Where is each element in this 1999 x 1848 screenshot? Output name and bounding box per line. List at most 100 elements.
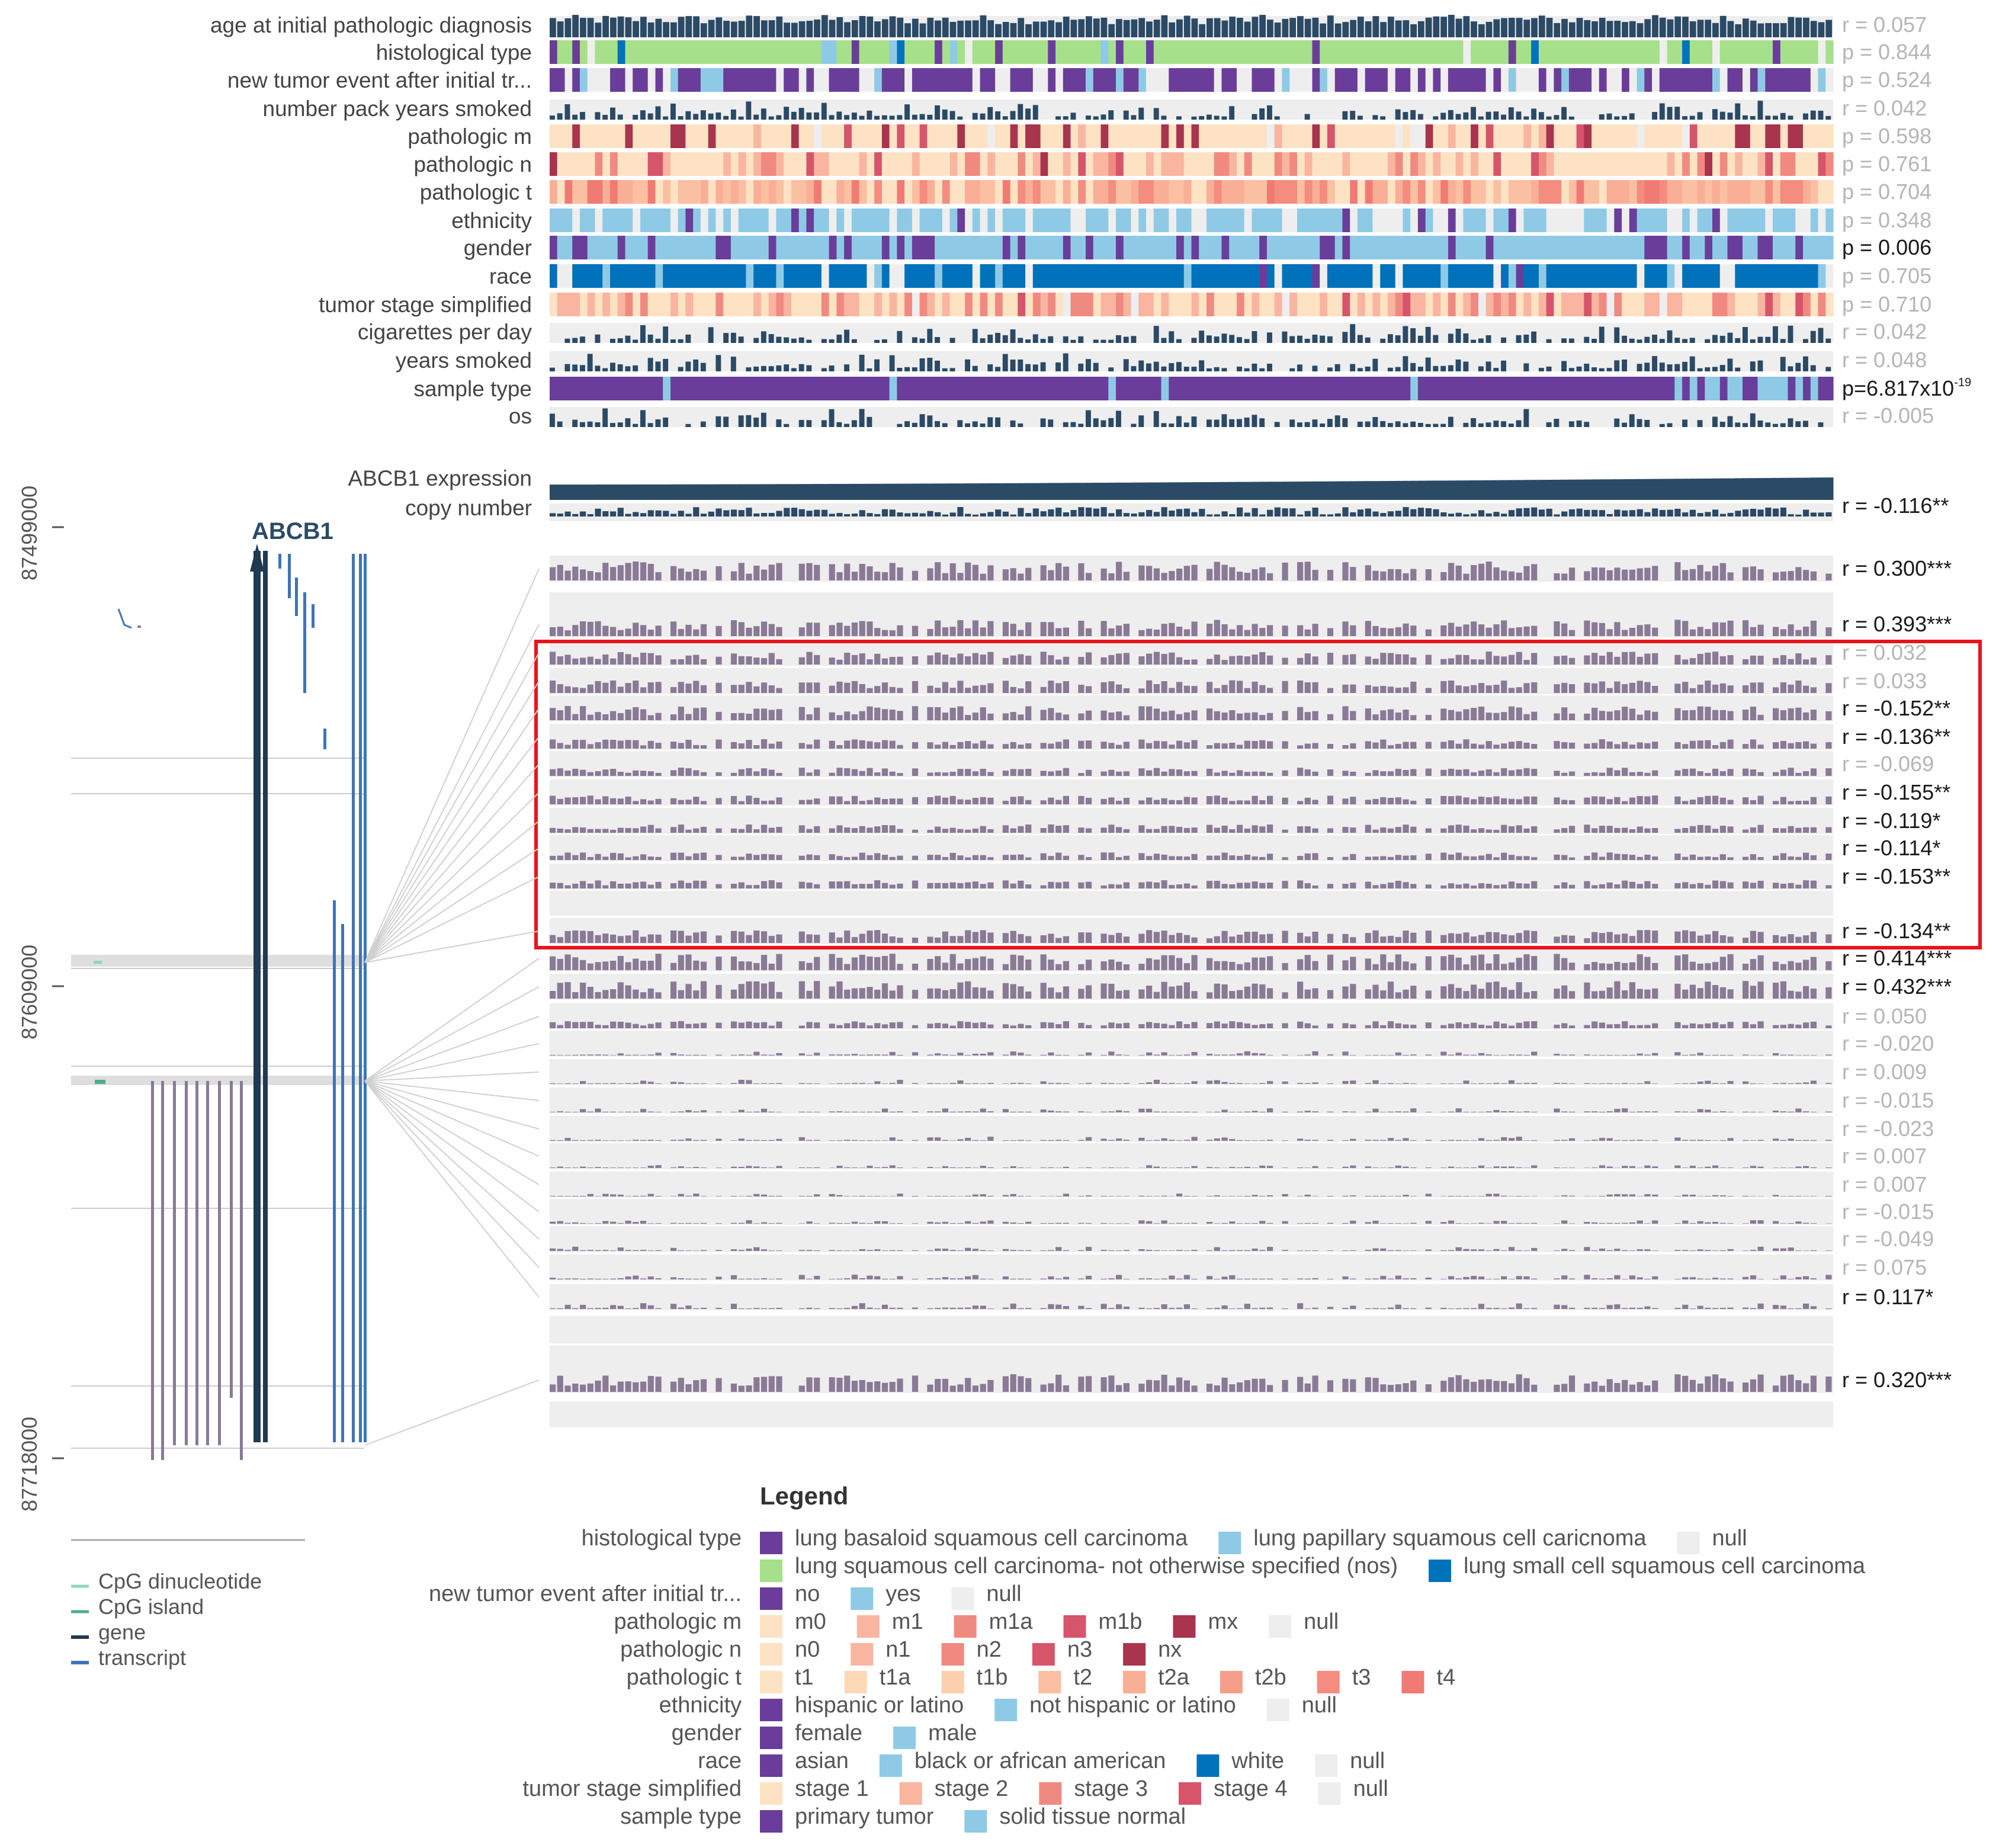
probe-bar [1063, 768, 1069, 776]
probe-bar [1138, 853, 1145, 860]
copy-number-bar [1214, 514, 1220, 516]
probe-bar [957, 982, 964, 999]
heat-cell [957, 293, 965, 316]
probe-bar [655, 954, 662, 970]
probe-bar [640, 745, 647, 749]
heat-cell [1153, 264, 1162, 288]
probe-bar [814, 739, 820, 749]
probe-bar [1705, 571, 1711, 580]
heat-cell [1289, 180, 1298, 204]
copy-number-bar [1070, 510, 1077, 516]
heat-cell [1207, 180, 1215, 204]
value-bar [1372, 417, 1378, 427]
value-bar [1485, 335, 1491, 343]
heat-cell [1735, 377, 1743, 400]
probe-bar [881, 572, 888, 580]
probe-bar [617, 798, 624, 804]
probe-bar [1440, 1025, 1447, 1028]
probe-bar [1689, 629, 1696, 636]
probe-bar [572, 687, 579, 693]
probe-bar [1146, 986, 1153, 999]
value-bar [1735, 367, 1741, 371]
probe-bar [1644, 989, 1651, 999]
heat-cell [1818, 180, 1826, 204]
probe-bar [1387, 981, 1394, 999]
probe-bar [1100, 742, 1107, 749]
heat-cell [791, 68, 800, 92]
probe-bar [633, 1024, 639, 1028]
value-bar [1471, 21, 1477, 37]
annotation-track: ethnicity p = 0.348 [451, 208, 1931, 233]
probe-bar [1508, 654, 1515, 665]
heat-cell [1433, 293, 1441, 316]
probe-bar [1501, 620, 1507, 636]
heat-cell [1689, 236, 1698, 259]
heat-cell [1523, 208, 1532, 232]
value-bar [1320, 335, 1326, 343]
probe-bar [949, 827, 956, 833]
copy-number-bar [1086, 508, 1092, 516]
probe-bar [1592, 622, 1598, 636]
heat-cell [693, 68, 701, 92]
value-bar [761, 331, 766, 343]
heat-cell [580, 208, 588, 232]
copy-number-bar [1183, 508, 1190, 516]
value-bar [844, 329, 849, 343]
probe-bar [1063, 627, 1069, 636]
value-bar [1546, 422, 1552, 427]
probe-bar [1123, 715, 1130, 720]
heat-cell [1018, 40, 1026, 64]
heat-cell [1463, 40, 1471, 64]
heat-cell [776, 264, 784, 288]
probe-bar [987, 621, 994, 636]
value-bar [1176, 362, 1182, 371]
probe-bar [1116, 711, 1122, 720]
heat-cell [867, 40, 875, 64]
value-bar [1485, 361, 1491, 371]
heat-cell [1614, 40, 1622, 64]
value-bar [1372, 358, 1378, 371]
probe-bar [1463, 932, 1469, 943]
copy-number-bar [1501, 514, 1507, 516]
heat-cell [851, 293, 860, 316]
heat-cell [995, 236, 1003, 259]
probe-bar [859, 988, 865, 999]
probe-bar [1697, 1024, 1703, 1028]
annotation-track: age at initial pathologic diagnosis r = 0… [210, 12, 1927, 38]
probe-bar [1327, 714, 1334, 720]
probe-bar [1048, 987, 1054, 999]
value-bar [1357, 335, 1363, 343]
value-bar [1086, 16, 1092, 37]
value-bar [1554, 115, 1560, 120]
probe-bar [912, 681, 919, 693]
probe-bar [1410, 855, 1417, 860]
heat-cell [949, 264, 958, 288]
probe-bar [1221, 884, 1228, 888]
value-bar [874, 359, 880, 371]
probe-bar [685, 624, 692, 636]
probe-bar [881, 825, 888, 833]
probe-bar [1214, 1021, 1220, 1028]
copy-number-bar [1471, 513, 1477, 516]
probe-bar [957, 855, 964, 860]
probe-bar [580, 569, 586, 580]
probe-bar [647, 934, 654, 943]
heat-cell [1417, 180, 1426, 204]
track-stat: p = 0.524 [1842, 68, 1931, 92]
probe-bar [1342, 684, 1349, 693]
probe-bar [1727, 1022, 1734, 1028]
copy-number-bar [1365, 508, 1371, 516]
heat-cell [1282, 152, 1290, 176]
heat-cell [1365, 293, 1373, 316]
heat-cell [1259, 208, 1268, 232]
heat-cell [1312, 208, 1320, 232]
value-bar [1093, 418, 1099, 427]
heat-cell [980, 68, 988, 92]
value-bar [851, 420, 857, 427]
value-bar [1629, 113, 1635, 120]
heat-cell [587, 293, 595, 316]
heat-cell [1606, 152, 1615, 176]
heat-cell [708, 68, 716, 92]
heat-cell [1516, 293, 1524, 316]
probe-bar [1055, 563, 1062, 580]
